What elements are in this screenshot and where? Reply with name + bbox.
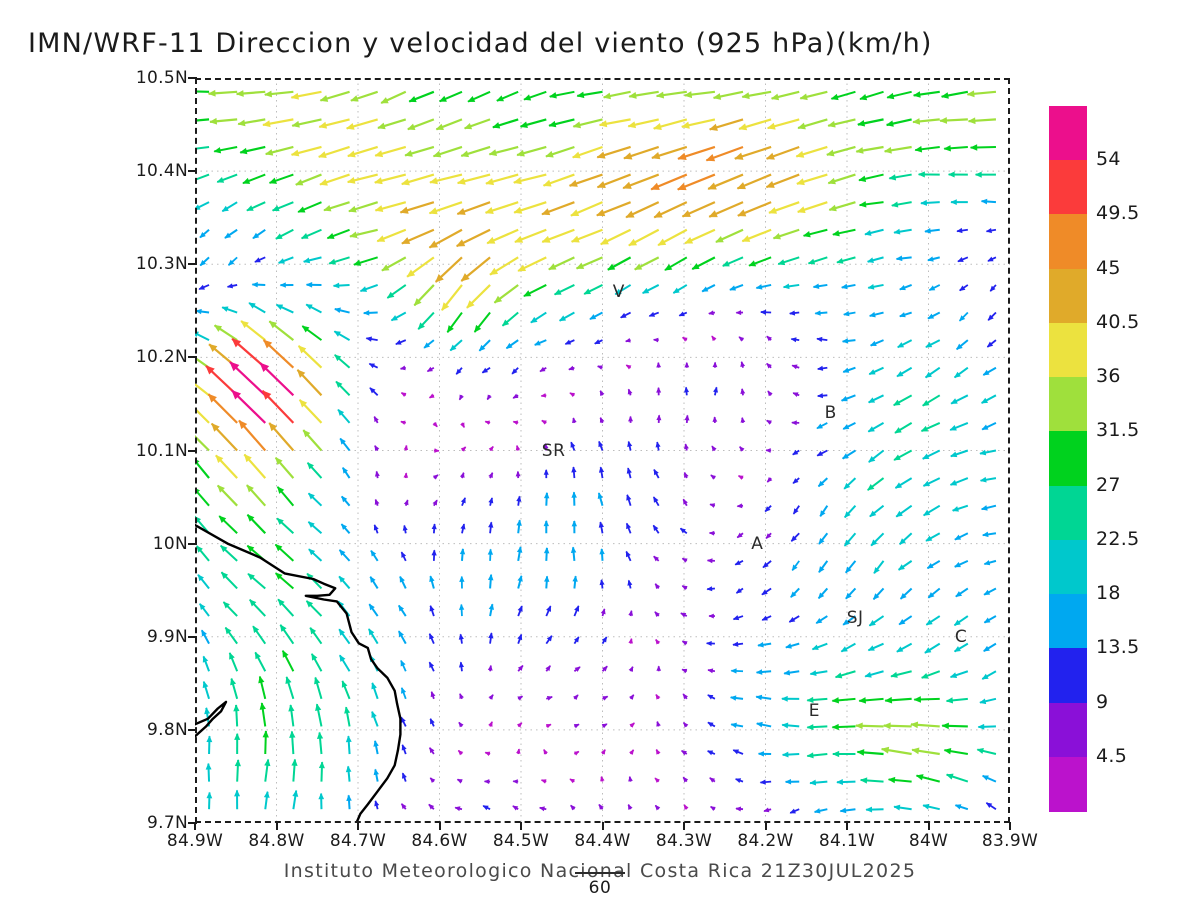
x-axis-tick-mark [764,822,767,830]
colorbar-tick-label: 49.5 [1096,202,1140,225]
y-axis-tick-label: 10.2N [135,347,188,368]
x-axis-tick-label: 83.9W [981,831,1039,851]
y-axis-tick-mark [188,822,197,824]
reference-vector-bar [575,872,625,874]
x-axis-tick-label: 84.3W [655,831,713,851]
x-axis-tick-label: 84.9W [166,831,224,851]
x-axis-tick-mark [194,822,196,830]
wind-vector-layer [195,78,1010,823]
colorbar-tick-label: 9 [1096,690,1109,713]
x-axis-tick-label: 84.1W [818,831,876,851]
wind-vectors [195,89,997,814]
colorbar-segment [1049,431,1087,487]
x-axis-tick-mark [601,822,604,830]
colorbar-segment [1049,594,1087,649]
y-axis-tick-label: 10.3N [135,254,188,275]
y-axis-tick-mark [188,77,197,79]
colorbar-tick-label: 4.5 [1096,744,1128,767]
footer-credit: Instituto Meteorologico Nacional Costa R… [283,860,917,882]
colorbar-tick-label: 40.5 [1096,310,1140,333]
colorbar-segment [1049,268,1087,324]
y-axis-tick-mark [188,170,197,173]
colorbar-segment [1049,322,1087,378]
reference-vector-label: 60 [588,878,612,898]
y-axis-tick-mark [188,728,197,731]
x-axis-tick-mark [683,822,685,830]
colorbar-segment [1049,485,1087,541]
x-axis-tick-mark [1009,822,1011,830]
colorbar-segment [1049,106,1087,161]
y-axis-tick-mark [188,635,197,638]
x-axis-tick-label: 84.7W [329,831,387,851]
page-title: IMN/WRF-11 Direccion y velocidad del vie… [28,28,933,59]
x-axis-tick-label: 84.8W [248,831,305,851]
plot-area[interactable] [195,78,1010,823]
colorbar-tick-label: 22.5 [1096,527,1140,550]
coastline-main [195,523,402,823]
x-axis-tick-label: 84.5W [492,831,550,851]
colorbar-tick-label: 45 [1096,256,1121,279]
colorbar-tick-label: 27 [1096,473,1121,496]
y-axis-tick-mark [188,263,197,266]
colorbar-segment [1049,377,1087,432]
colorbar-segment [1049,702,1087,758]
x-axis-tick-mark [438,822,441,830]
y-axis-tick-label: 10.5N [135,68,188,88]
x-axis-tick-label: 84.2W [737,831,794,851]
x-axis-tick-label: 84W [908,831,949,851]
colorbar-tick-label: 31.5 [1096,419,1140,442]
y-axis-tick-label: 10.1N [135,440,188,461]
colorbar-segment [1049,648,1087,704]
colorbar[interactable] [1048,105,1088,812]
colorbar-segment [1049,214,1087,270]
y-axis-tick-mark [188,542,197,545]
y-axis-tick-label: 10.4N [135,161,188,182]
colorbar-tick-label: 18 [1096,582,1121,605]
x-axis-tick-label: 84.6W [411,831,468,851]
colorbar-segment [1049,539,1087,595]
x-axis-tick-mark [357,822,359,830]
y-axis-tick-mark [188,449,197,452]
y-axis-tick-mark [188,356,197,359]
x-axis-tick-mark [275,822,278,830]
y-axis-tick-label: 9.7N [147,813,188,833]
colorbar-segment [1049,756,1087,812]
coastline-inlet [195,700,228,738]
colorbar-tick-label: 36 [1096,365,1121,388]
x-axis-tick-mark [927,822,930,830]
y-axis-tick-label: 9.8N [147,719,188,740]
y-axis-tick-label: 10N [152,533,188,554]
x-axis-tick-label: 84.4W [574,831,631,851]
colorbar-tick-label: 13.5 [1096,636,1140,659]
y-axis-tick-label: 9.9N [147,626,188,647]
colorbar-segment [1049,160,1087,216]
coastline-layer [195,523,402,823]
colorbar-tick-label: 54 [1096,148,1121,171]
x-axis-tick-mark [520,822,522,830]
x-axis-tick-mark [846,822,848,830]
